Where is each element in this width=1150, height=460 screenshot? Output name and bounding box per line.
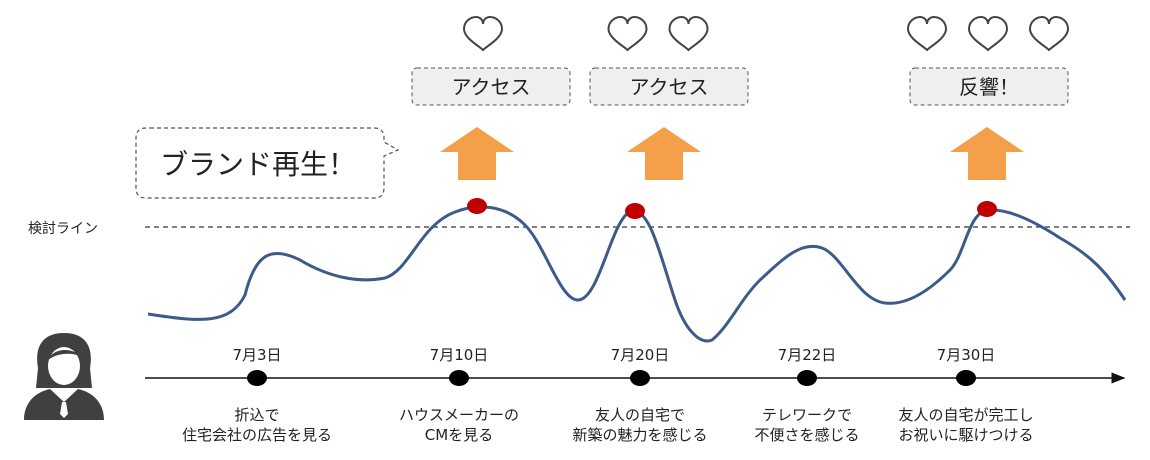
event-desc-line1: テレワークで [762,406,852,424]
up-arrow-icon [950,127,1024,180]
event-dot [449,370,469,386]
event-desc-line1: 友人の自宅が完工し [898,406,1033,424]
bubble-text: ブランド再生！ [160,148,356,181]
event-desc-line2: お祝いに駆けつける [898,426,1033,444]
event-date: 7月3日 [232,346,281,364]
up-arrow-icon [440,127,514,180]
timeline-event-2: 7月10日 ハウスメーカーの CMを見る [399,346,519,444]
reaction-text: アクセス [630,75,709,99]
interest-curve [147,205,1127,343]
businesswoman-icon [24,333,104,420]
hearts-group [462,15,1070,52]
event-dot [797,370,817,386]
event-date: 7月22日 [778,346,837,364]
event-date: 7月10日 [430,346,489,364]
reaction-box-3: 反響！ [909,67,1069,106]
heart-icon [607,15,648,52]
event-desc-line2: 新築の魅力を感じる [572,426,707,444]
event-dot [956,370,976,386]
timeline-event-5: 7月30日 友人の自宅が完工し お祝いに駆けつける [898,346,1033,444]
event-desc-line1: 友人の自宅で [595,406,685,424]
reaction-text: 反響！ [959,75,1019,99]
threshold-label: 検討ライン [28,221,98,237]
heart-icon [462,15,504,52]
event-dot [247,370,267,386]
event-desc-line1: 折込で [234,406,279,424]
heart-icon [967,15,1009,52]
heart-icon [668,15,709,52]
event-date: 7月20日 [611,346,670,364]
reaction-box-1: アクセス [411,67,571,106]
event-dot [630,370,650,386]
event-desc-line2: CMを見る [425,426,493,444]
peak-marker-3 [977,201,997,217]
reaction-text: アクセス [452,75,531,99]
peak-marker-1 [467,198,487,214]
event-desc-line2: 不便さを感じる [754,426,859,444]
timeline-event-1: 7月3日 折込で 住宅会社の広告を見る [182,346,332,444]
brand-recall-bubble: ブランド再生！ [135,127,400,199]
event-desc-line2: 住宅会社の広告を見る [182,426,332,444]
event-desc-line1: ハウスメーカーの [399,406,519,424]
heart-icon [906,15,948,52]
up-arrow-icon [627,127,701,180]
heart-icon [1028,15,1070,52]
peak-marker-2 [625,203,645,219]
timeline-event-3: 7月20日 友人の自宅で 新築の魅力を感じる [572,346,707,444]
reaction-box-2: アクセス [589,67,749,106]
timeline-event-4: 7月22日 テレワークで 不便さを感じる [754,346,859,444]
event-date: 7月30日 [937,346,996,364]
